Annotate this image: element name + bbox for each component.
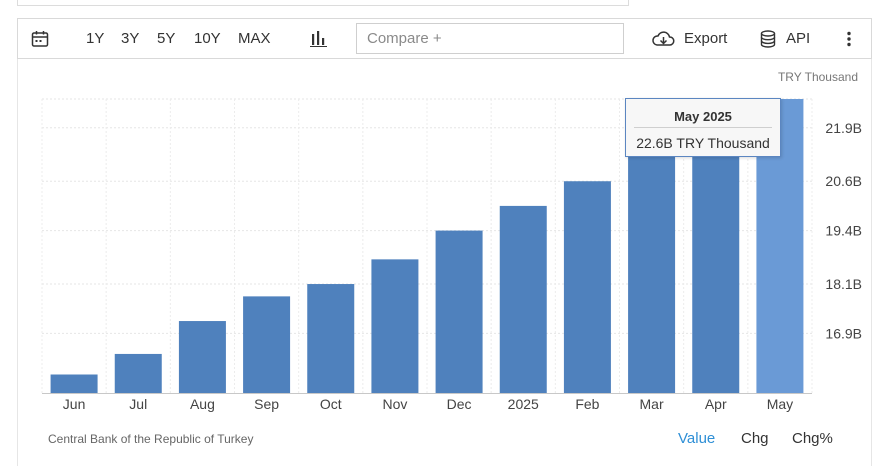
api-button[interactable]: API (786, 30, 811, 47)
y-tick-label: 21.9B (825, 120, 862, 136)
x-tick-label: Sep (254, 396, 279, 412)
x-tick-label: Aug (190, 396, 215, 412)
y-tick-label: 20.6B (825, 173, 862, 189)
chg-percent-mode-link[interactable]: Chg% (792, 430, 833, 447)
chart-toolbar: 1Y 3Y 5Y 10Y MAX Export API (17, 18, 872, 59)
x-tick-label: Jul (129, 396, 147, 412)
tooltip-divider (634, 127, 772, 128)
value-mode-link[interactable]: Value (678, 430, 716, 447)
bar-chart-icon[interactable] (310, 30, 328, 48)
bar-jul (114, 353, 162, 393)
chart-panel (17, 59, 872, 466)
tooltip-value: 22.6B TRY Thousand (636, 135, 770, 151)
tooltip: May 2025 22.6B TRY Thousand (625, 98, 781, 157)
x-tick-label: Nov (382, 396, 407, 412)
bar-2025 (499, 205, 547, 393)
x-tick-label: 2025 (508, 396, 539, 412)
x-tick-label: Mar (640, 396, 664, 412)
cloud-download-icon[interactable] (651, 30, 675, 48)
bar-apr (692, 127, 740, 394)
range-max-button[interactable]: MAX (238, 30, 271, 47)
range-10y-button[interactable]: 10Y (194, 30, 221, 47)
unit-label: TRY Thousand (777, 70, 858, 84)
bar-oct (307, 284, 355, 393)
bar-nov (371, 259, 419, 393)
range-3y-button[interactable]: 3Y (121, 30, 140, 47)
compare-input[interactable] (356, 23, 624, 54)
x-tick-label: May (767, 396, 793, 412)
grid-lines (41, 98, 813, 393)
bar-aug (178, 321, 226, 393)
bar-dec (435, 230, 483, 393)
range-1y-button[interactable]: 1Y (86, 30, 105, 47)
calendar-icon[interactable] (31, 30, 49, 48)
x-tick-label: Dec (447, 396, 472, 412)
y-tick-label: 19.4B (825, 223, 862, 239)
chg-mode-link[interactable]: Chg (741, 430, 769, 447)
top-strip (17, 0, 629, 6)
bar-mar (628, 144, 676, 393)
y-tick-label: 16.9B (825, 325, 862, 341)
bar-sep (243, 296, 291, 393)
axes: Jun Jul Aug Sep Oct Nov Dec 2025 Feb Mar Apr May 16.… (42, 120, 862, 412)
source-label: Central Bank of the Republic of Turkey (48, 432, 254, 446)
bar-feb (563, 181, 611, 393)
y-tick-label: 18.1B (825, 276, 862, 292)
x-tick-label: Oct (320, 396, 342, 412)
x-tick-label: Apr (705, 396, 727, 412)
x-tick-label: Feb (575, 396, 599, 412)
database-icon[interactable] (759, 30, 777, 48)
tooltip-title: May 2025 (674, 109, 732, 124)
range-5y-button[interactable]: 5Y (157, 30, 176, 47)
bar-jun (50, 374, 98, 393)
more-vertical-icon[interactable] (842, 30, 856, 48)
export-button[interactable]: Export (684, 30, 728, 47)
x-tick-label: Jun (63, 396, 86, 412)
